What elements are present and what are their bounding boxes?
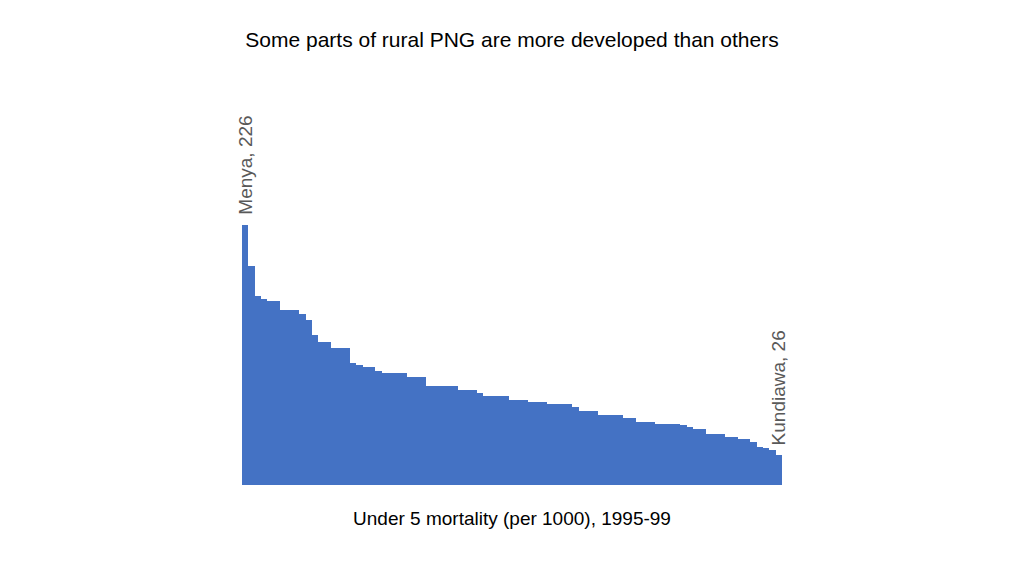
svg-text:Under 5 mortality (per 1000),: Under 5 mortality (per 1000), 1995-99 bbox=[353, 508, 671, 529]
svg-text:Kundiawa, 26: Kundiawa, 26 bbox=[768, 330, 789, 445]
svg-text:Menya, 226: Menya, 226 bbox=[235, 115, 256, 214]
svg-text:Some parts of rural PNG are mo: Some parts of rural PNG are more develop… bbox=[245, 28, 778, 51]
